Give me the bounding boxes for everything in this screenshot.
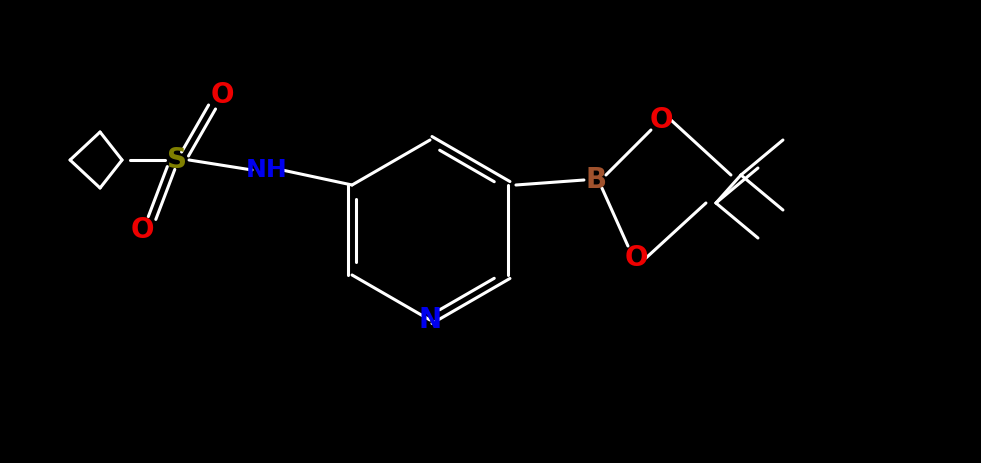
Text: S: S xyxy=(167,146,187,174)
Text: B: B xyxy=(586,166,606,194)
Text: NH: NH xyxy=(246,158,288,182)
Text: O: O xyxy=(649,106,673,134)
Text: O: O xyxy=(624,244,647,272)
Text: N: N xyxy=(419,306,441,334)
Text: O: O xyxy=(210,81,233,109)
Text: O: O xyxy=(130,216,154,244)
